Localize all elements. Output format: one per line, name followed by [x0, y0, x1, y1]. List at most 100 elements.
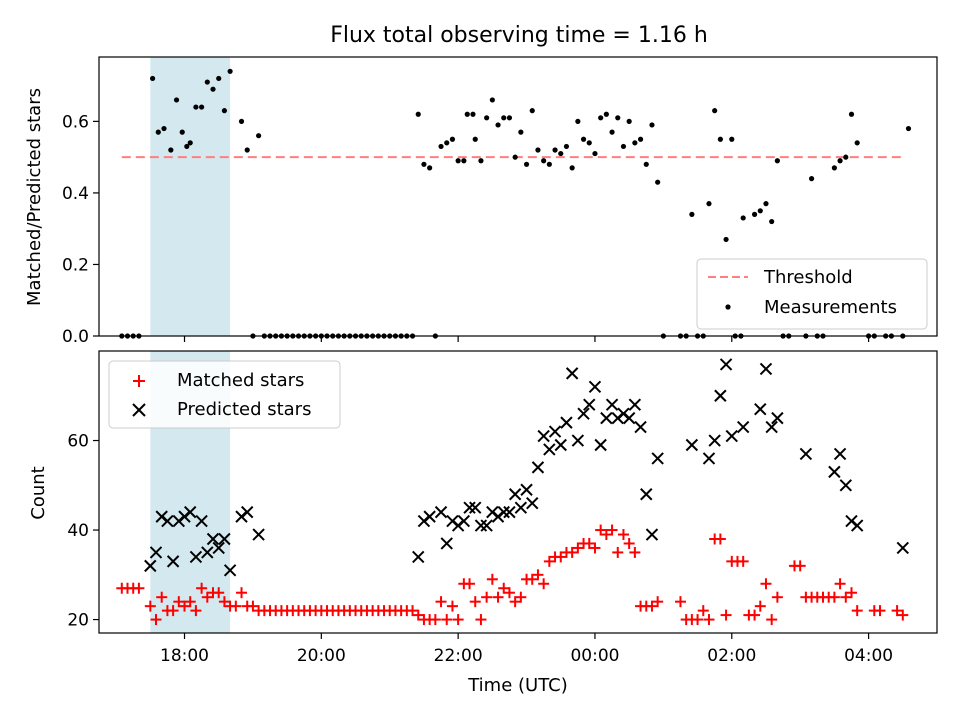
- top-shaded-interval: [150, 57, 231, 336]
- matched-star-point: [156, 591, 168, 603]
- bottom-legend: Matched stars Predicted stars: [108, 360, 341, 429]
- matched-star-point: [218, 596, 230, 608]
- measurement-point: [461, 158, 467, 164]
- predicted-star-point: [594, 438, 607, 452]
- predicted-star-point: [736, 420, 750, 434]
- predicted-star-point: [531, 461, 545, 474]
- predicted-star-point: [149, 546, 163, 559]
- matched-star-point: [566, 546, 578, 558]
- matched-star-point: [652, 596, 664, 608]
- measurement-point: [470, 111, 476, 117]
- measurement-point: [155, 129, 161, 135]
- measurement-point: [455, 158, 461, 164]
- measurement-point: [552, 147, 558, 153]
- matched-star-point: [714, 533, 726, 545]
- predicted-star-point: [634, 420, 647, 434]
- matched-star-point: [606, 524, 618, 536]
- measurement-point: [563, 143, 570, 150]
- predicted-star-point: [651, 452, 664, 465]
- matched-star-point: [600, 529, 612, 541]
- measurement-point: [541, 158, 547, 164]
- matched-star-point: [515, 591, 527, 603]
- legend-predicted-label: Predicted stars: [177, 399, 311, 420]
- bottom-points-layer: [116, 358, 910, 626]
- matched-star-point: [498, 582, 510, 594]
- measurement-point: [204, 79, 210, 85]
- matched-star-point: [589, 542, 601, 554]
- matched-star-point: [526, 573, 538, 585]
- matched-star-point: [429, 614, 441, 626]
- measurement-point: [173, 97, 180, 103]
- matched-star-point: [150, 614, 162, 626]
- predicted-star-point: [725, 429, 738, 443]
- predicted-star-point: [833, 447, 847, 461]
- predicted-star-point: [440, 537, 453, 550]
- measurement-point: [649, 122, 655, 128]
- matched-star-point: [674, 596, 686, 608]
- predicted-star-point: [719, 358, 733, 371]
- predicted-star-point: [577, 407, 590, 420]
- predicted-star-point: [600, 411, 613, 425]
- predicted-star-point: [828, 465, 841, 479]
- measurement-point: [626, 118, 632, 124]
- legend-threshold-label: Threshold: [763, 267, 853, 288]
- legend-measurements-swatch: [725, 304, 731, 310]
- measurement-point: [238, 118, 245, 124]
- matched-star-point: [646, 600, 658, 612]
- matched-star-point: [617, 529, 629, 541]
- top-legend-box: [696, 258, 928, 330]
- matched-star-point: [851, 605, 863, 617]
- measurement-point: [620, 143, 627, 150]
- predicted-star-point: [166, 555, 180, 568]
- predicted-star-point: [526, 496, 539, 510]
- x-tick-label: 00:00: [570, 646, 619, 666]
- matched-star-point: [891, 605, 903, 617]
- measurement-point: [569, 165, 575, 171]
- predicted-star-point: [161, 514, 174, 528]
- measurement-point: [210, 86, 216, 92]
- matched-star-point: [144, 600, 156, 612]
- matched-star-point: [452, 614, 464, 626]
- bottom-x-ticks: 18:00 20:00 22:00 00:00 02:00 04:00: [160, 633, 893, 666]
- measurement-point: [580, 136, 587, 142]
- matched-star-point: [834, 578, 846, 590]
- matched-star-point: [435, 596, 447, 608]
- measurement-point: [184, 143, 190, 150]
- bottom-y-axis-label: Count: [28, 466, 49, 519]
- matched-star-point: [572, 542, 584, 554]
- measurement-point: [598, 115, 604, 121]
- measurement-point: [848, 111, 855, 117]
- measurement-point: [478, 158, 484, 164]
- matched-star-point: [509, 596, 521, 608]
- bottom-y-tick-label: 40: [67, 521, 89, 541]
- predicted-star-point: [469, 501, 482, 514]
- matched-star-point: [469, 596, 481, 608]
- predicted-star-point: [543, 443, 556, 456]
- measurement-point: [464, 111, 470, 117]
- predicted-star-point: [480, 519, 493, 532]
- measurement-point: [501, 115, 507, 121]
- bottom-legend-box: [108, 360, 341, 429]
- measurement-point: [603, 111, 609, 117]
- measurement-point: [723, 236, 729, 243]
- predicted-star-point: [754, 402, 767, 416]
- predicted-star-point: [434, 505, 448, 519]
- predicted-star-point: [685, 438, 699, 452]
- matched-star-point: [184, 596, 196, 608]
- predicted-star-point: [520, 483, 533, 496]
- bottom-y-tick-label: 60: [67, 432, 89, 452]
- measurement-point: [535, 147, 541, 153]
- measurement-point: [523, 161, 530, 167]
- matched-star-point: [247, 600, 259, 612]
- measurement-point: [179, 129, 185, 135]
- measurement-point: [643, 161, 649, 167]
- predicted-star-point: [412, 550, 425, 564]
- matched-star-point: [692, 614, 704, 626]
- matched-star-point: [623, 537, 635, 549]
- measurement-point: [546, 161, 552, 167]
- predicted-star-point: [640, 488, 653, 501]
- measurement-point: [843, 154, 849, 160]
- predicted-star-point: [212, 541, 225, 555]
- matched-star-point: [464, 578, 476, 590]
